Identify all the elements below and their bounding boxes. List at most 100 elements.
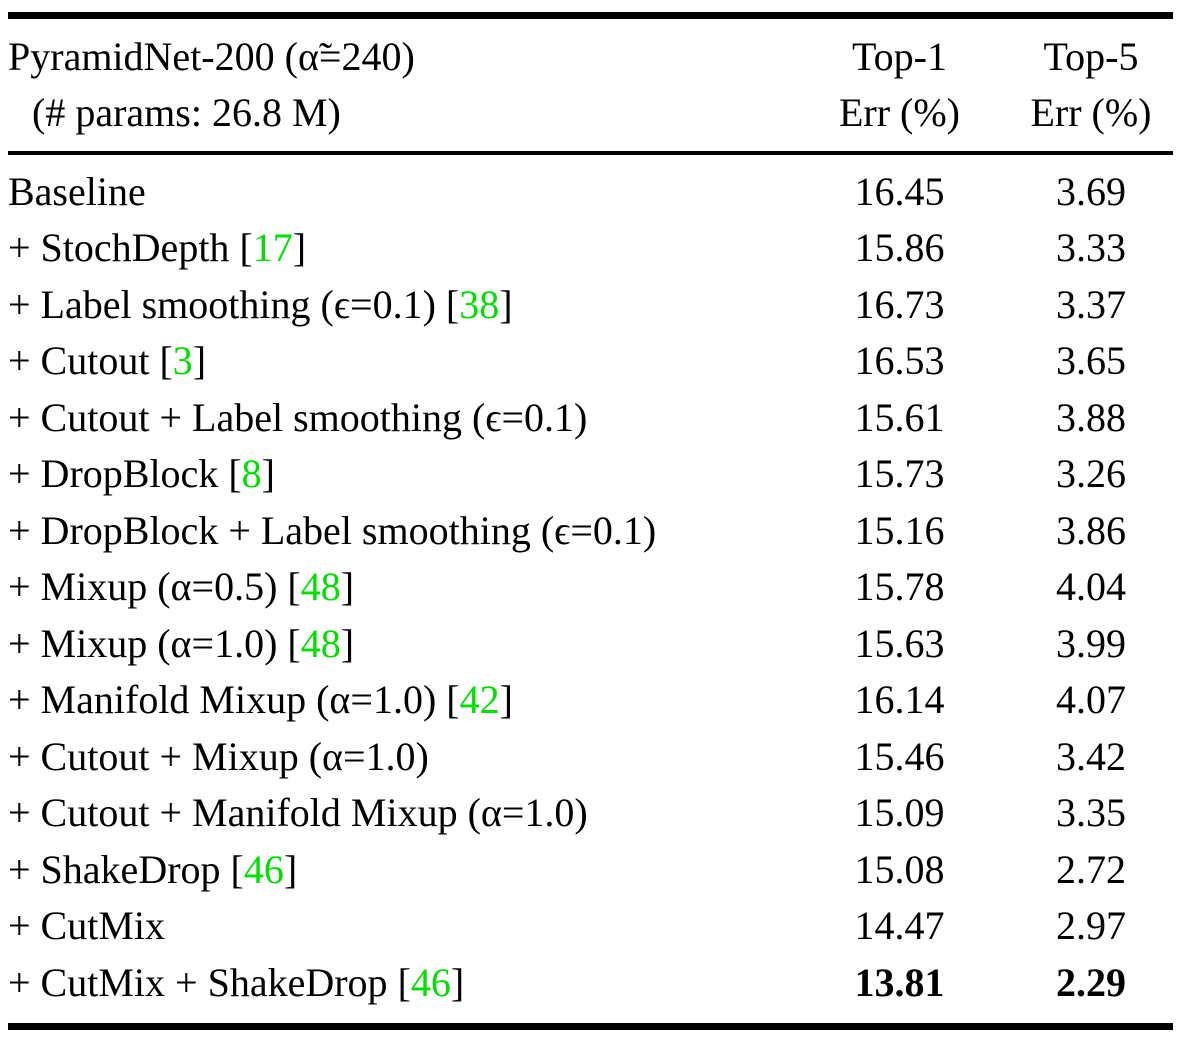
row-label-text: + CutMix <box>8 903 166 949</box>
row-label: + Cutout + Label smoothing (ϵ=0.1) <box>8 394 790 441</box>
row-label-text: + DropBlock <box>8 451 219 497</box>
top1-error-value: 15.61 <box>854 394 945 440</box>
citation-bracket-open: [ <box>218 451 242 497</box>
citation-number: 48 <box>300 620 341 666</box>
citation-bracket-close: ] <box>340 620 355 666</box>
citation-bracket-close: ] <box>450 959 465 1005</box>
table-row: Baseline 16.45 3.69 <box>8 163 1173 220</box>
row-label-text: + Cutout + Mixup (α=1.0) <box>8 733 429 779</box>
top5-error-value: 3.26 <box>1056 451 1126 497</box>
row-label: + DropBlock [8] <box>8 450 790 497</box>
citation-number: 3 <box>172 338 193 384</box>
top1-error-value: 15.46 <box>854 733 945 779</box>
citation-bracket-open: [ <box>229 225 253 271</box>
column-header-top5-line1: Top-5 <box>1043 34 1139 79</box>
citation-number: 38 <box>459 281 500 327</box>
citation-number: 48 <box>300 564 341 610</box>
row-label-text: + Cutout <box>8 338 150 384</box>
top5-error-value: 3.88 <box>1056 394 1126 440</box>
column-header-top1-line2: Err (%) <box>838 90 961 135</box>
top1-error-value: 16.14 <box>854 677 945 723</box>
top5-error-value: 3.69 <box>1056 168 1126 214</box>
citation-number: 42 <box>459 677 500 723</box>
citation-number: 46 <box>243 846 284 892</box>
citation-bracket-close: ] <box>340 564 355 610</box>
top1-error-value: 16.73 <box>854 281 945 327</box>
table-row: + Manifold Mixup (α=1.0) [42] 16.14 4.07 <box>8 672 1173 729</box>
top5-error-value: 3.99 <box>1056 620 1126 666</box>
column-header-top1: Top-1 Err (%) <box>790 29 1009 141</box>
row-label-text: Baseline <box>8 168 146 214</box>
table-row: + Mixup (α=1.0) [48] 15.63 3.99 <box>8 615 1173 672</box>
column-header-top5: Top-5 Err (%) <box>1009 29 1173 141</box>
citation-bracket-close: ] <box>192 338 207 384</box>
citation-bracket-close: ] <box>499 677 513 723</box>
row-label: + Cutout [3] <box>8 337 790 384</box>
table-bottom-rule <box>8 1022 1173 1030</box>
table-row: + Cutout [3] 16.53 3.65 <box>8 333 1173 390</box>
citation-bracket-close: ] <box>499 281 513 327</box>
table-header-rule <box>8 151 1173 155</box>
row-label: + Cutout + Manifold Mixup (α=1.0) <box>8 789 790 836</box>
table-row: + Cutout + Manifold Mixup (α=1.0) 15.09 3.… <box>8 785 1173 842</box>
citation-bracket-close: ] <box>283 846 298 892</box>
table-row: + Cutout + Label smoothing (ϵ=0.1) 15.61 3… <box>8 389 1173 446</box>
top1-error-value: 15.86 <box>854 225 945 271</box>
row-label-text: + Cutout + Label smoothing (ϵ=0.1) <box>8 394 588 440</box>
row-label: + ShakeDrop [46] <box>8 846 790 893</box>
row-label: + DropBlock + Label smoothing (ϵ=0.1) <box>8 507 790 554</box>
top5-error-value: 2.29 <box>1056 959 1126 1005</box>
table-body: Baseline 16.45 3.69 + StochDepth [17] 15.86 3… <box>8 155 1173 1019</box>
row-label-text: + CutMix + ShakeDrop <box>8 959 388 1005</box>
row-label: + StochDepth [17] <box>8 224 790 271</box>
row-label-text: + DropBlock + Label smoothing (ϵ=0.1) <box>8 507 657 553</box>
top1-error-value: 15.16 <box>854 507 945 553</box>
table-row: + DropBlock [8] 15.73 3.26 <box>8 446 1173 503</box>
row-label: + Label smoothing (ϵ=0.1) [38] <box>8 281 790 328</box>
table-row: + ShakeDrop [46] 15.08 2.72 <box>8 841 1173 898</box>
row-label-text: + Cutout + Manifold Mixup (α=1.0) <box>8 790 588 836</box>
top5-error-value: 3.37 <box>1056 281 1126 327</box>
citation-bracket-open: [ <box>277 620 301 666</box>
row-label-text: + Manifold Mixup (α=1.0) <box>8 677 437 723</box>
table-row: + Mixup (α=0.5) [48] 15.78 4.04 <box>8 559 1173 616</box>
top1-error-value: 15.78 <box>854 564 945 610</box>
column-header-top5-line2: Err (%) <box>1030 90 1152 135</box>
row-label: + Mixup (α=1.0) [48] <box>8 620 790 667</box>
table-row: + DropBlock + Label smoothing (ϵ=0.1) 15.… <box>8 502 1173 559</box>
row-label: + CutMix + ShakeDrop [46] <box>8 959 790 1006</box>
citation-bracket-close: ] <box>261 451 275 497</box>
top5-error-value: 3.65 <box>1056 338 1126 384</box>
row-label: + Cutout + Mixup (α=1.0) <box>8 733 790 780</box>
citation-bracket-open: [ <box>435 281 460 327</box>
top5-error-value: 4.07 <box>1056 677 1126 723</box>
row-label: Baseline <box>8 168 790 215</box>
citation-bracket-open: [ <box>436 677 460 723</box>
top5-error-value: 4.04 <box>1056 564 1126 610</box>
citation-bracket-open: [ <box>387 959 411 1005</box>
table-row: + Label smoothing (ϵ=0.1) [38] 16.73 3.37 <box>8 276 1173 333</box>
results-table: PyramidNet-200 (α̃=240) (# params: 26.8 … <box>8 0 1173 1030</box>
top1-error-value: 15.09 <box>854 790 945 836</box>
citation-bracket-open: [ <box>220 846 244 892</box>
row-label-text: + Label smoothing (ϵ=0.1) <box>8 281 436 327</box>
table-row: + StochDepth [17] 15.86 3.33 <box>8 220 1173 277</box>
top1-error-value: 15.63 <box>854 620 945 666</box>
citation-number: 17 <box>252 225 293 271</box>
top1-error-value: 15.08 <box>854 846 945 892</box>
row-label: + Manifold Mixup (α=1.0) [42] <box>8 676 790 723</box>
table-row: + CutMix + ShakeDrop [46] 13.81 2.29 <box>8 954 1173 1011</box>
table-title-line1: PyramidNet-200 (α̃=240) <box>8 34 415 79</box>
row-label: + CutMix <box>8 902 790 949</box>
top1-error-value: 16.45 <box>854 168 945 214</box>
row-label: + Mixup (α=0.5) [48] <box>8 563 790 610</box>
citation-number: 8 <box>241 451 262 497</box>
row-label-text: + Mixup (α=1.0) <box>8 620 278 666</box>
citation-number: 46 <box>410 959 451 1005</box>
top5-error-value: 3.33 <box>1056 225 1126 271</box>
top5-error-value: 3.35 <box>1056 790 1126 836</box>
table-row: + CutMix 14.47 2.97 <box>8 898 1173 955</box>
top5-error-value: 3.86 <box>1056 507 1126 553</box>
column-header-top1-line1: Top-1 <box>852 34 947 79</box>
table-title: PyramidNet-200 (α̃=240) (# params: 26.8 … <box>8 29 790 141</box>
